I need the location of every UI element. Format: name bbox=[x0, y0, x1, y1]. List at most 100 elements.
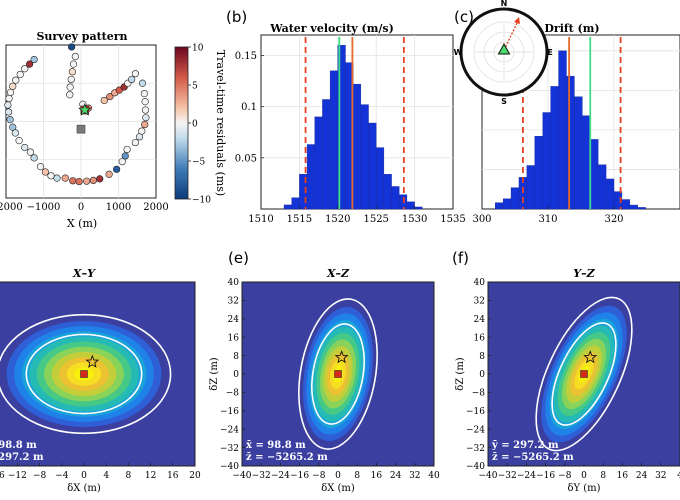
colorbar-tick-label-1: 5 bbox=[192, 82, 198, 92]
yz-xtick-label-7: 16 bbox=[617, 471, 629, 481]
survey-point-31 bbox=[121, 152, 129, 160]
velocity-bar-12 bbox=[376, 147, 385, 210]
xz-title: X–Z bbox=[326, 267, 350, 280]
velocity-bar-10 bbox=[360, 104, 369, 210]
colorbar-ticks: 10 5 0 −5 −10 bbox=[188, 44, 211, 206]
survey-xtick-label-2: 0 bbox=[78, 202, 84, 213]
yz-ytick-label-1: 32 bbox=[474, 297, 485, 307]
drift-arrowhead bbox=[514, 17, 520, 24]
drift-bar-13 bbox=[597, 164, 607, 210]
drift-bar-2 bbox=[510, 187, 520, 210]
xz-ytick-label-8: −24 bbox=[220, 425, 239, 435]
yz-xtick-label-9: 32 bbox=[655, 471, 666, 481]
yz-xtick-label-3: −16 bbox=[536, 471, 555, 481]
drift-panel: Drift (m) 300 310 320 bbox=[472, 22, 680, 225]
xz-ytick-label-3: 16 bbox=[228, 333, 240, 343]
xy-xtick-label-5: 4 bbox=[103, 471, 109, 481]
xy-solution-square bbox=[80, 370, 88, 378]
drift-bar-14 bbox=[605, 178, 615, 210]
yz-xtick-label-5: 0 bbox=[581, 471, 587, 481]
xy-confidence-contour-1 bbox=[0, 313, 172, 435]
drift-bar-4 bbox=[526, 165, 536, 210]
survey-point-28 bbox=[105, 170, 113, 178]
survey-point-21 bbox=[53, 174, 61, 182]
drift-bar-8 bbox=[558, 50, 567, 210]
velocity-bar-4 bbox=[314, 116, 323, 210]
yz-ytick-label-5: 0 bbox=[479, 370, 485, 380]
survey-point-4 bbox=[16, 70, 24, 79]
survey-point-41 bbox=[138, 79, 147, 87]
drift-bar-7 bbox=[550, 86, 559, 210]
drift-xtick-label-0: 300 bbox=[472, 214, 491, 225]
compass-center-triangle bbox=[497, 42, 511, 55]
yz-ytick-label-3: 16 bbox=[474, 333, 486, 343]
velocity-xtick-label-3: 1525 bbox=[363, 214, 388, 225]
drift-bar-5 bbox=[534, 136, 543, 210]
yz-xtick-label-0: −40 bbox=[479, 471, 498, 481]
velocity-histogram-bars bbox=[283, 45, 423, 210]
survey-point-32 bbox=[123, 145, 131, 154]
survey-point-26 bbox=[89, 176, 97, 185]
survey-pattern-panel: Survey pattern 2000 −1000 0 1000 2000 X (m) bbox=[0, 30, 169, 230]
survey-point-8 bbox=[5, 94, 13, 103]
survey-point-30 bbox=[118, 158, 126, 166]
xz-ytick-label-6: −8 bbox=[226, 389, 240, 399]
xy-uncertainty-panel: X–Y −16−12 −8 −4 0 4 8 12 16 20 δX (m) x̄ = 98.8 my… bbox=[0, 267, 201, 494]
survey-xtick-label-1: −1000 bbox=[27, 202, 61, 213]
drift-xtick-label-2: 320 bbox=[604, 214, 623, 225]
drift-bar-17 bbox=[629, 204, 638, 210]
survey-point-2 bbox=[26, 60, 34, 68]
survey-x-axis-label: X (m) bbox=[67, 217, 97, 230]
drift-bar-1 bbox=[502, 198, 512, 210]
survey-points bbox=[4, 43, 150, 186]
survey-point-18 bbox=[36, 163, 45, 171]
survey-point-10 bbox=[5, 108, 13, 116]
velocity-bar-16 bbox=[406, 201, 415, 210]
survey-point-42 bbox=[71, 52, 79, 61]
compass-label-n: N bbox=[501, 0, 508, 8]
survey-point-43 bbox=[69, 60, 78, 68]
xy-plot-area bbox=[0, 282, 195, 466]
survey-point-16 bbox=[26, 148, 34, 156]
xz-ytick-label-2: 24 bbox=[228, 315, 240, 325]
xz-ytick-label-1: 32 bbox=[228, 297, 239, 307]
drift-histogram-bars bbox=[495, 50, 646, 210]
panel-label-e: (e) bbox=[228, 249, 249, 267]
survey-point-36 bbox=[141, 120, 149, 129]
yz-ytick-label-2: 24 bbox=[474, 315, 486, 325]
xy-x-axis-label: δX (m) bbox=[67, 483, 101, 494]
survey-point-57 bbox=[131, 70, 139, 78]
survey-point-22 bbox=[61, 174, 69, 182]
xz-ytick-label-10: −40 bbox=[220, 462, 239, 472]
velocity-bar-14 bbox=[391, 186, 400, 210]
drift-reference-lines bbox=[522, 37, 622, 209]
drift-title: Drift (m) bbox=[544, 22, 599, 35]
survey-point-15 bbox=[21, 143, 29, 152]
survey-xtick-label-4: 2000 bbox=[143, 202, 168, 213]
colorbar-tick-label-2: 0 bbox=[192, 120, 198, 130]
xy-xtick-label-2: −8 bbox=[33, 471, 47, 481]
yz-xtick-label-2: −24 bbox=[517, 471, 536, 481]
xz-xtick-label-4: −8 bbox=[312, 471, 326, 481]
survey-point-7 bbox=[6, 88, 15, 97]
xz-xtick-label-9: 32 bbox=[409, 471, 420, 481]
panel-label-b: (b) bbox=[226, 8, 247, 26]
survey-point-37 bbox=[142, 114, 150, 122]
xz-stat-1: z̄ = −5265.2 m bbox=[246, 452, 328, 463]
survey-point-20 bbox=[47, 172, 55, 180]
velocity-bar-13 bbox=[383, 173, 392, 210]
colorbar-gradient bbox=[174, 46, 189, 200]
velocity-ytick-label-0: 0.05 bbox=[235, 153, 257, 164]
survey-point-5 bbox=[12, 76, 20, 84]
drift-direction-compass: N E S W bbox=[454, 0, 553, 106]
survey-title: Survey pattern bbox=[36, 30, 127, 43]
xz-plot-area bbox=[242, 282, 434, 466]
yz-stat-1: z̄ = −5265.2 m bbox=[492, 452, 574, 463]
xy-xtick-label-4: 0 bbox=[81, 471, 87, 481]
panel-label-f: (f) bbox=[452, 249, 469, 267]
drift-direction-arrow bbox=[503, 18, 520, 51]
drift-bar-18 bbox=[637, 207, 646, 210]
drift-bar-11 bbox=[582, 115, 591, 210]
